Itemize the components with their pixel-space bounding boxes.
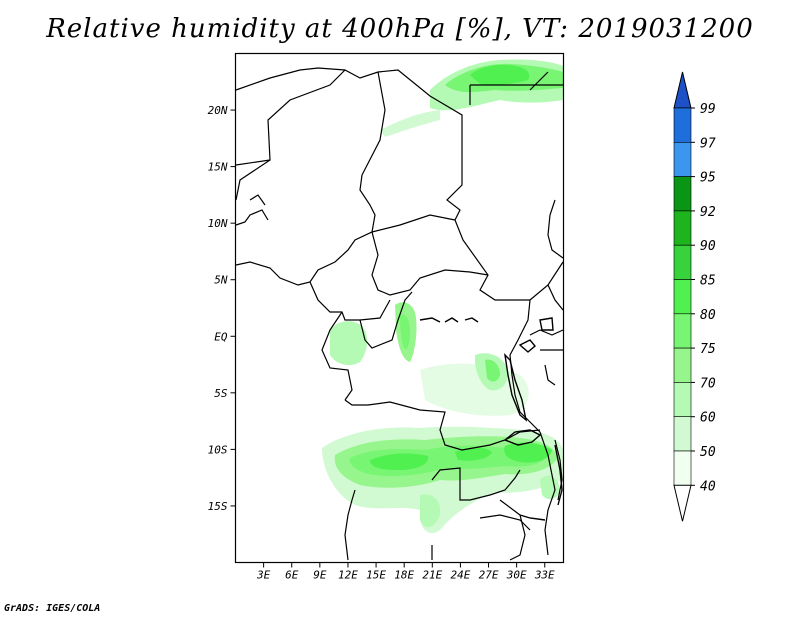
y-tick-label: 5N bbox=[214, 274, 228, 287]
x-tick-label: 21E bbox=[422, 569, 442, 582]
colorbar-segment bbox=[673, 416, 692, 452]
y-tick-label: 10S bbox=[208, 443, 228, 456]
colorbar-label: 80 bbox=[700, 308, 716, 323]
lakes bbox=[419, 317, 563, 521]
plot-frame bbox=[234, 52, 565, 564]
colorbar-segment bbox=[673, 382, 692, 417]
colorbar-segment bbox=[673, 210, 692, 246]
y-tick-label: 5S bbox=[214, 387, 228, 400]
colorbar-label: 75 bbox=[700, 342, 716, 357]
colorbar-segment bbox=[673, 142, 692, 177]
y-tick-label: EQ bbox=[214, 330, 228, 343]
colorbar-label: 40 bbox=[700, 479, 716, 494]
colorbar-segment bbox=[673, 107, 692, 143]
colorbar-label: 95 bbox=[700, 171, 716, 186]
colorbar-label: 70 bbox=[700, 376, 716, 391]
y-tick-label: 10N bbox=[208, 217, 228, 230]
x-tick-label: 6E bbox=[285, 569, 299, 582]
colorbar-segment bbox=[673, 176, 692, 212]
colorbar-label: 97 bbox=[700, 136, 716, 151]
y-tick-label: 20N bbox=[208, 104, 228, 117]
x-tick-label: 12E bbox=[338, 569, 358, 582]
colorbar-segment bbox=[673, 313, 692, 349]
colorbar: 99 97 95 92 90 85 80 75 70 60 50 40 bbox=[673, 71, 716, 522]
colorbar-max-arrow bbox=[673, 71, 692, 109]
x-tick-label: 30E bbox=[506, 569, 527, 582]
colorbar-segment bbox=[673, 347, 692, 383]
credit-text: GrADS: IGES/COLA bbox=[4, 603, 101, 614]
colorbar-segment bbox=[673, 244, 692, 280]
colorbar-segment bbox=[673, 450, 692, 486]
x-tick-label: 33E bbox=[534, 569, 555, 582]
colorbar-segment bbox=[673, 279, 692, 315]
x-tick-label: 27E bbox=[479, 569, 499, 582]
colorbar-label: 92 bbox=[700, 205, 716, 220]
colorbar-min-arrow bbox=[673, 484, 692, 522]
colorbar-label: 90 bbox=[700, 239, 716, 254]
colorbar-label: 60 bbox=[700, 411, 716, 426]
x-axis: 3E 6E 9E 12E 15E 18E 21E 24E 27E 30E 33E bbox=[256, 562, 555, 582]
x-tick-label: 24E bbox=[450, 569, 470, 582]
colorbar-label: 85 bbox=[700, 274, 716, 289]
x-tick-label: 15E bbox=[366, 569, 386, 582]
y-tick-label: 15N bbox=[208, 161, 228, 174]
x-tick-label: 3E bbox=[256, 569, 271, 582]
x-tick-label: 18E bbox=[394, 569, 414, 582]
chart-title: Relative humidity at 400hPa [%], VT: 201… bbox=[46, 14, 754, 44]
x-tick-label: 9E bbox=[313, 569, 327, 582]
colorbar-label: 50 bbox=[700, 445, 716, 460]
y-axis: 20N 15N 10N 5N EQ 5S 10S 15S bbox=[208, 104, 236, 513]
humidity-field bbox=[322, 59, 563, 534]
colorbar-label: 99 bbox=[700, 102, 716, 117]
y-tick-label: 15S bbox=[208, 500, 228, 513]
